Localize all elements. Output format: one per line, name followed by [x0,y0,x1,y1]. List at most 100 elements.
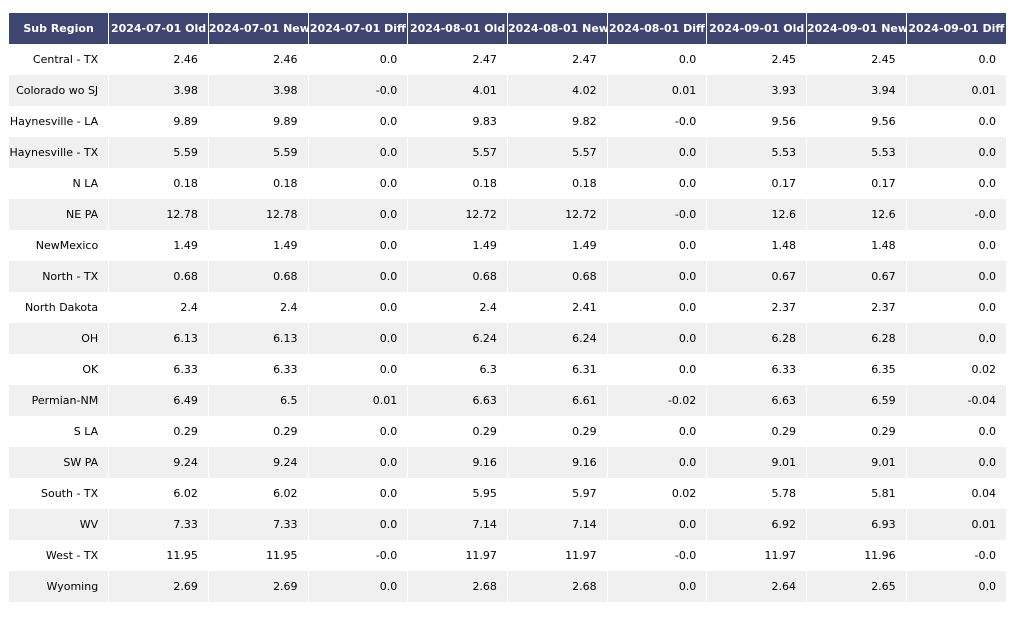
table-cell: -0.04 [905,385,1006,416]
table-cell: 12.6 [706,199,807,230]
table-cell: 0.0 [606,44,707,75]
table-row: North Dakota 2.4 2.4 0.0 2.4 2.41 0.0 2.37 2.37 0… [9,292,1006,323]
table-cell: 6.59 [806,385,907,416]
header-cell: 2024-07-01 Diff [307,13,408,44]
table-cell: -0.0 [606,199,707,230]
table-cell: 5.81 [806,478,907,509]
table-cell: 6.63 [407,385,508,416]
table-row: Haynesville - LA 9.89 9.89 0.0 9.83 9.82 -0.0 9… [9,106,1006,137]
table-cell: 6.31 [506,354,608,385]
table-cell: 0.67 [706,261,807,292]
row-label: Wyoming [9,571,109,602]
table-cell: 6.92 [706,509,807,540]
table-cell: 0.02 [905,354,1006,385]
table-cell: 6.33 [207,354,309,385]
table-cell: 11.97 [506,540,608,571]
table-cell: 0.0 [307,261,408,292]
table-cell: 0.0 [905,261,1006,292]
table-cell: 0.29 [806,416,907,447]
table-cell: 9.16 [506,447,608,478]
table-cell: 0.29 [207,416,309,447]
row-label: Permian-NM [9,385,109,416]
row-label: OH [9,323,109,354]
table-row: North - TX 0.68 0.68 0.0 0.68 0.68 0.0 0.67 0.67… [9,261,1006,292]
table-cell: 6.24 [407,323,508,354]
row-label: NE PA [9,199,109,230]
table-cell: 2.47 [506,44,608,75]
table-cell: 0.68 [407,261,508,292]
table-cell: 0.29 [108,416,209,447]
table-cell: 9.83 [407,106,508,137]
table-row: Permian-NM 6.49 6.5 0.01 6.63 6.61 -0.02 6.63 6.… [9,385,1006,416]
table-cell: 0.0 [307,354,408,385]
table-cell: 2.4 [207,292,309,323]
table-cell: 0.0 [606,323,707,354]
table-cell: 12.72 [506,199,608,230]
table-cell: 12.72 [407,199,508,230]
row-label: Central - TX [32,53,99,66]
row-label: OK [82,363,99,376]
data-table: Sub Region 2024-07-01 Old 2024-07-01 New 20… [9,13,1006,602]
table-cell: 2.65 [806,571,907,602]
table-cell: 5.53 [806,137,907,168]
table-cell: 9.01 [706,447,807,478]
table-cell: 11.97 [407,540,508,571]
table-cell: 1.49 [207,230,309,261]
table-cell: 0.0 [606,168,707,199]
table-cell: 6.02 [108,478,209,509]
table-cell: 9.56 [706,106,807,137]
row-label: NewMexico [35,239,99,252]
table-cell: 9.56 [806,106,907,137]
table-cell: 5.59 [207,137,309,168]
table-cell: -0.0 [307,75,408,106]
table-cell: 7.33 [108,509,209,540]
table-row: NewMexico 1.49 1.49 0.0 1.49 1.49 0.0 1.48 1.48 0… [9,230,1006,261]
table-cell: 3.98 [108,75,209,106]
table-cell: 0.18 [407,168,508,199]
table-cell: 6.02 [207,478,309,509]
table-cell: 0.01 [606,75,707,106]
table-cell: 2.69 [108,571,209,602]
table-cell: 6.49 [108,385,209,416]
table-cell: 0.01 [307,385,408,416]
table-cell: 6.13 [207,323,309,354]
table-cell: 0.0 [905,168,1006,199]
table-cell: 0.0 [307,292,408,323]
table-cell: 0.04 [905,478,1006,509]
table-cell: 12.78 [108,199,209,230]
table-cell: 0.0 [905,292,1006,323]
table-cell: 0.0 [307,571,408,602]
table-cell: 1.49 [407,230,508,261]
table-cell: 7.14 [407,509,508,540]
table-row: OH 6.13 6.13 0.0 6.24 6.24 0.0 6.28 6.28 0.0 [9,323,1006,354]
table-cell: 0.0 [606,509,707,540]
table-cell: 0.17 [706,168,807,199]
table-cell: 9.24 [207,447,309,478]
table-cell: 0.0 [307,137,408,168]
table-cell: 2.69 [207,571,309,602]
table-cell: 3.94 [806,75,907,106]
table-cell: 2.68 [506,571,608,602]
table-cell: 5.97 [506,478,608,509]
table-cell: 0.0 [307,168,408,199]
table-cell: 11.95 [207,540,309,571]
table-cell: 4.02 [506,75,608,106]
table-cell: 0.0 [905,416,1006,447]
table-cell: 3.98 [207,75,309,106]
table-cell: 1.48 [706,230,807,261]
table-row: West - TX 11.95 11.95 -0.0 11.97 11.97 -0.0 11.… [9,540,1006,571]
table-cell: 7.14 [506,509,608,540]
table-cell: 6.61 [506,385,608,416]
table-cell: 5.78 [706,478,807,509]
table-cell: 0.68 [108,261,209,292]
table-cell: 0.17 [806,168,907,199]
table-cell: 5.53 [706,137,807,168]
table-row: Wyoming 2.69 2.69 0.0 2.68 2.68 0.0 2.64 2.65 0.0 [9,571,1006,602]
table-row: Central - TX 2.46 2.46 0.0 2.47 2.47 0.0 2.45 2.… [9,44,1006,75]
table-cell: 2.41 [506,292,608,323]
table-cell: 6.5 [207,385,309,416]
table-cell: 2.45 [706,44,807,75]
table-body: Central - TX 2.46 2.46 0.0 2.47 2.47 0.0 2.45 2.… [9,44,1006,602]
table-cell: 0.0 [905,323,1006,354]
table-cell: 0.01 [905,509,1006,540]
